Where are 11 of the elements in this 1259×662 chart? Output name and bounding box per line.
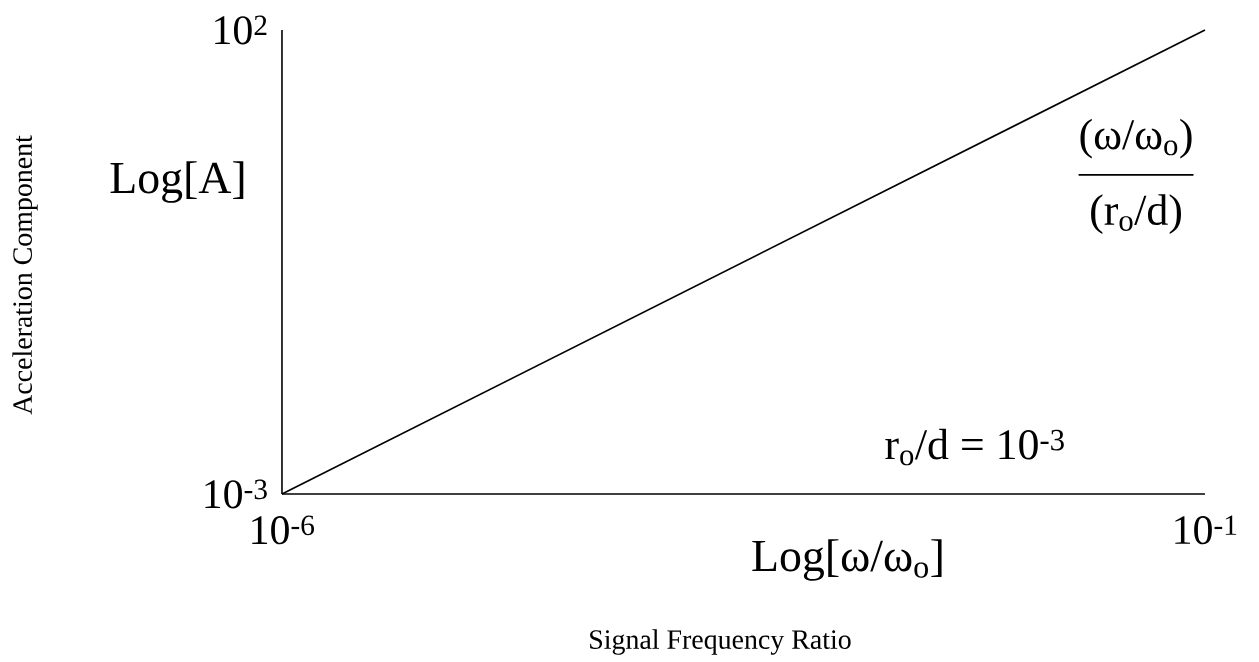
y-tick-label: 10$^{2}$ [215, 15, 267, 45]
annotation: r$_{o}$/d = 10$^{-3}$ [885, 428, 1064, 466]
annotation: (r$_{o}$/d) [1091, 194, 1181, 234]
text: Acceleration Component [12, 135, 38, 415]
x-tick-label: 10$^{-6}$ [252, 515, 314, 545]
y-axis-title: Log[A] [110, 161, 244, 203]
y-tick-label: 10$^{-3}$ [205, 479, 267, 509]
x-tick-label: 10$^{-1}$ [1175, 515, 1237, 545]
text: Signal Frequency Ratio [590, 629, 851, 655]
annotation: (ω/ω$_{o}$) [1080, 118, 1192, 159]
x-axis-title: Log[ω/ω$_{o}$] [752, 539, 942, 581]
